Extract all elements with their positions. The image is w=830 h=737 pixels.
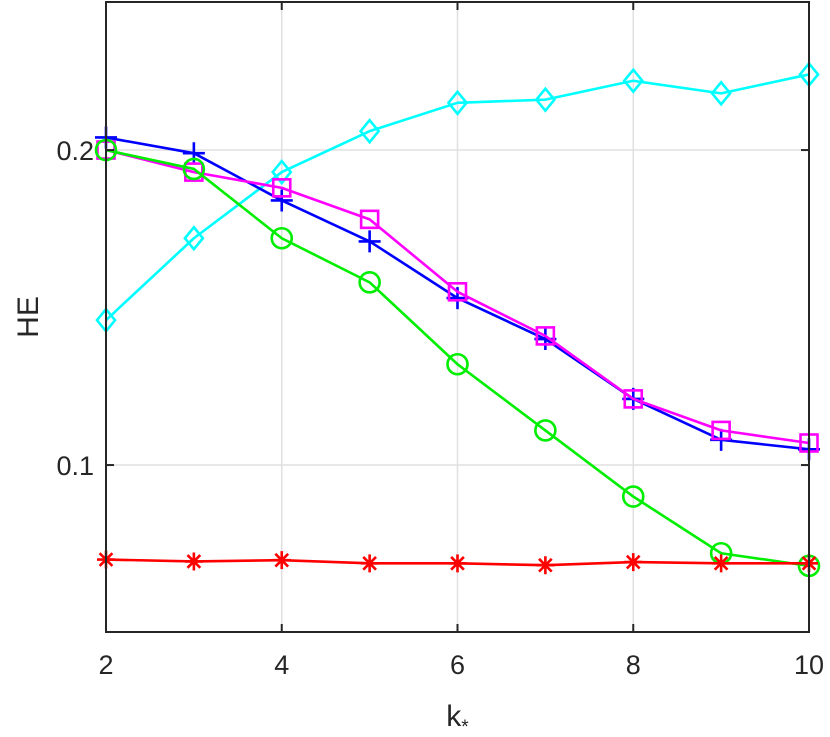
x-axis-label: k*: [446, 700, 469, 737]
grid-lines: [105, 2, 810, 632]
marker-square: [623, 389, 644, 409]
x-tick-label: 10: [794, 650, 824, 680]
marker-plus: [182, 142, 205, 165]
marker-asterisk: [536, 556, 555, 575]
marker-square: [535, 326, 556, 346]
marker-diamond: [446, 89, 469, 116]
marker-asterisk: [360, 554, 379, 573]
marker-asterisk: [272, 551, 291, 570]
x-tick-label: 4: [274, 650, 289, 680]
marker-asterisk: [624, 553, 643, 572]
marker-square: [447, 281, 468, 302]
marker-circle: [534, 419, 557, 442]
marker-diamond: [622, 67, 644, 94]
marker-diamond: [710, 80, 732, 107]
marker-diamond: [183, 225, 205, 252]
series-line-circle: [105, 148, 810, 568]
marker-square: [271, 178, 292, 198]
tick-layer: 2 4 6 8 10 0.1 0.2: [56, 2, 824, 680]
marker-circle: [621, 485, 645, 508]
marker-circle: [358, 271, 381, 294]
marker-diamond: [271, 159, 293, 186]
marker-plus: [358, 230, 381, 253]
marker-diamond: [358, 118, 381, 145]
y-axis-label: HE: [12, 296, 45, 338]
series-line-square: [105, 148, 810, 445]
y-tick-label: 0.2: [56, 136, 94, 166]
series-diamond: [95, 61, 820, 334]
marker-circle: [270, 226, 294, 250]
x-tick-label: 6: [450, 650, 465, 680]
series-line-diamond: [105, 73, 810, 322]
marker-plus: [270, 189, 293, 212]
marker-diamond: [534, 86, 557, 113]
marker-circle: [446, 352, 469, 376]
marker-asterisk: [712, 554, 731, 573]
x-tick-label: 2: [98, 650, 113, 680]
y-tick-label: 0.1: [56, 451, 94, 481]
x-tick-label: 8: [626, 650, 641, 680]
marker-square: [359, 209, 380, 230]
x-axis-label-subscript: *: [461, 717, 469, 737]
marker-circle: [182, 157, 206, 181]
marker-square: [711, 420, 731, 441]
marker-asterisk: [448, 554, 467, 573]
x-axis-label-main: k: [446, 700, 462, 733]
marker-asterisk: [184, 552, 203, 571]
